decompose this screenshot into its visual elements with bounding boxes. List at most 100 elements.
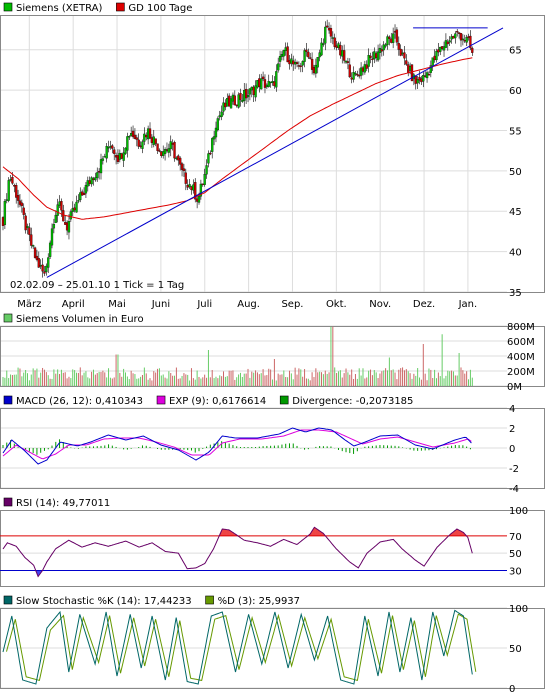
- candle-body: [350, 77, 353, 80]
- candle-body: [71, 208, 74, 212]
- price-x-tick-5: Aug.: [237, 299, 260, 310]
- macd-y-tick-2: 0: [509, 444, 515, 455]
- candle-body: [75, 201, 78, 213]
- candle-body: [113, 149, 116, 154]
- candle-body: [188, 184, 191, 188]
- candle-body: [316, 57, 319, 68]
- stoch-y-tick-0: 0: [509, 684, 515, 695]
- candle-body: [216, 118, 220, 131]
- candle-body: [382, 44, 385, 51]
- candle-body: [252, 86, 255, 95]
- legend-label-0: Slow Stochastic %K (14): 17,44233: [16, 596, 192, 607]
- legend-label-1: GD 100 Tage: [128, 3, 192, 14]
- price-y-tick-40: 40: [509, 248, 522, 259]
- rsi-panel-frame: [0, 510, 545, 587]
- candle-body: [373, 51, 376, 60]
- candle-body: [459, 33, 463, 41]
- price-y-tick-45: 45: [509, 207, 522, 218]
- macd-y-tick-0: -4: [509, 484, 519, 495]
- candle-body: [139, 145, 142, 148]
- rsi-line: [2, 526, 473, 578]
- candle-body: [160, 151, 163, 156]
- candle-body: [326, 25, 329, 28]
- legend-swatch-0: [3, 2, 13, 12]
- macd-y-tick-4: 4: [509, 404, 515, 415]
- candle-body: [393, 31, 397, 33]
- candle-body: [322, 43, 325, 46]
- candle-body: [271, 81, 274, 83]
- candle-body: [48, 242, 52, 257]
- candle-body: [297, 65, 301, 67]
- candle-body: [54, 214, 57, 223]
- candle-body: [233, 95, 236, 106]
- candle-body: [197, 195, 201, 203]
- candle-body: [457, 32, 461, 34]
- candle-body: [248, 88, 252, 95]
- candle-body: [145, 135, 148, 138]
- candle-body: [418, 76, 421, 81]
- candle-body: [28, 227, 31, 235]
- candle-body: [116, 155, 120, 162]
- candle-body: [369, 55, 372, 58]
- candle-body: [165, 149, 169, 151]
- candle-body: [82, 193, 86, 196]
- candle-body: [186, 185, 189, 188]
- candle-body: [310, 58, 314, 70]
- candle-body: [9, 179, 12, 181]
- candle-body: [284, 47, 287, 51]
- price-y-tick-50: 50: [509, 167, 522, 178]
- candle-body: [273, 81, 276, 87]
- candle-body: [344, 60, 348, 63]
- panel-frames: [0, 15, 545, 689]
- macd-line: [2, 427, 472, 465]
- candle-body: [309, 57, 312, 59]
- candle-body: [45, 265, 48, 273]
- candle-body: [118, 152, 122, 160]
- candle-body: [452, 35, 455, 39]
- candle-body: [214, 127, 218, 138]
- price-x-tick-10: Jan.: [458, 299, 478, 310]
- legend-swatch-0: [3, 595, 13, 605]
- candle-body: [241, 100, 244, 102]
- candle-body: [244, 88, 248, 99]
- candle-body: [416, 79, 419, 84]
- candle-body: [124, 147, 127, 154]
- candle-body: [177, 155, 180, 161]
- volume-y-tick-1: 200M: [507, 367, 535, 378]
- candle-body: [422, 75, 425, 82]
- candle-body: [425, 72, 429, 79]
- candle-body: [380, 49, 383, 52]
- candle-body: [433, 55, 436, 61]
- candle-body: [337, 43, 340, 49]
- volume-y-tick-2: 400M: [507, 352, 535, 363]
- candle-body: [47, 257, 50, 268]
- candle-body: [179, 157, 182, 165]
- candle-body: [220, 111, 223, 117]
- candle-body: [199, 183, 203, 197]
- candle-body: [169, 141, 172, 150]
- candle-body: [280, 54, 284, 57]
- candle-body: [228, 95, 231, 107]
- candle-body: [431, 57, 434, 66]
- candle-body: [378, 47, 382, 53]
- candle-body: [339, 45, 342, 56]
- candle-body: [324, 26, 327, 44]
- candle-body: [342, 50, 346, 61]
- candle-body: [1, 217, 5, 226]
- candle-body: [163, 149, 167, 154]
- candle-body: [158, 150, 161, 152]
- candle-body: [327, 27, 331, 31]
- candle-body: [388, 36, 391, 39]
- candle-body: [137, 139, 140, 147]
- rsi-y-tick-3: 100: [509, 506, 528, 517]
- price-x-tick-3: Juni: [151, 299, 170, 310]
- candle-body: [26, 226, 29, 228]
- candle-body: [231, 94, 235, 102]
- chart-marks: [0, 19, 507, 685]
- candle-body: [461, 38, 465, 41]
- candle-body: [101, 158, 105, 161]
- candle-body: [288, 60, 291, 65]
- candle-body: [471, 48, 474, 53]
- legend-label-1: EXP (9): 0,6176614: [169, 396, 266, 407]
- candle-body: [33, 247, 37, 258]
